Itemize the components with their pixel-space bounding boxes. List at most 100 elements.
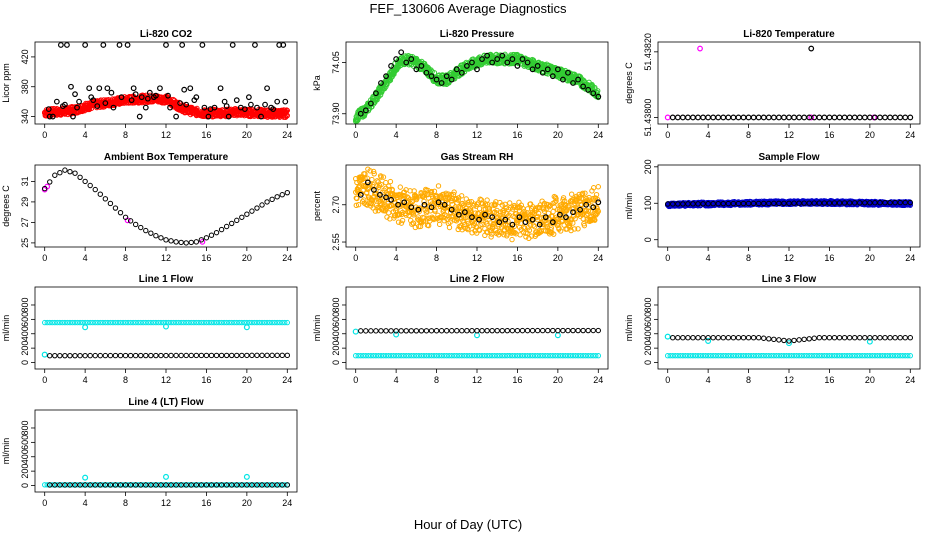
data-point <box>82 324 89 331</box>
data-point <box>725 335 732 341</box>
data-point <box>158 482 164 488</box>
data-point <box>786 114 792 121</box>
data-point <box>526 227 533 234</box>
data-point <box>766 200 772 207</box>
data-point <box>516 214 523 221</box>
data-point <box>378 80 384 86</box>
data-point <box>413 352 420 359</box>
data-point <box>355 352 361 359</box>
data-point <box>892 335 898 341</box>
data-point <box>105 482 111 488</box>
data-point <box>471 352 478 359</box>
series-0 <box>353 51 601 124</box>
y-tick-label: 600 <box>20 312 30 327</box>
panel-title: Line 4 (LT) Flow <box>128 397 204 408</box>
data-point <box>130 482 136 488</box>
data-point <box>771 352 777 359</box>
data-point <box>595 208 601 215</box>
data-point <box>549 219 556 226</box>
data-point <box>279 319 285 326</box>
data-point <box>168 319 174 326</box>
data-point <box>582 190 588 196</box>
data-point <box>167 104 173 111</box>
data-point <box>454 328 460 334</box>
data-point <box>251 482 258 488</box>
data-point <box>517 232 523 238</box>
data-point <box>45 106 52 112</box>
data-point <box>403 352 409 359</box>
data-point <box>755 200 762 207</box>
x-tick-label: 16 <box>824 130 834 140</box>
x-tick-label: 8 <box>746 375 751 385</box>
data-point <box>560 327 566 334</box>
data-point <box>258 113 264 120</box>
data-point <box>82 482 88 488</box>
data-point <box>725 352 732 359</box>
data-point <box>462 225 468 231</box>
data-point <box>852 200 858 206</box>
x-tick-label: 16 <box>512 375 522 385</box>
data-point <box>781 200 787 206</box>
data-point <box>811 335 817 341</box>
data-point <box>816 200 823 206</box>
data-point <box>484 221 490 227</box>
data-point <box>857 200 863 206</box>
data-point <box>95 482 101 488</box>
data-point <box>685 201 691 207</box>
data-point <box>277 319 283 326</box>
y-tick-label: 600 <box>643 312 653 327</box>
data-point <box>867 352 873 359</box>
x-tick-label: 4 <box>394 130 399 140</box>
data-point <box>380 352 387 359</box>
data-point <box>371 171 377 177</box>
data-point <box>112 352 119 359</box>
data-point <box>256 319 263 326</box>
y-tick-label: 27 <box>20 217 30 227</box>
data-point <box>116 42 123 48</box>
data-point <box>241 482 248 488</box>
data-point <box>388 352 394 359</box>
data-point <box>130 85 137 92</box>
data-point <box>798 352 805 359</box>
data-point <box>438 352 445 359</box>
data-point <box>431 352 437 359</box>
data-point <box>57 482 63 488</box>
x-tick-label: 12 <box>784 253 794 263</box>
plot-area <box>353 49 602 124</box>
data-point <box>778 352 785 359</box>
data-point <box>153 352 159 359</box>
data-point <box>122 482 129 488</box>
data-point <box>504 352 511 359</box>
data-point <box>514 63 521 69</box>
data-point <box>245 94 252 101</box>
data-point <box>383 352 389 359</box>
data-point <box>183 482 189 488</box>
y-tick-label: 29 <box>20 197 30 207</box>
x-tick-label: 8 <box>123 498 128 508</box>
data-point <box>107 200 114 207</box>
data-point <box>47 319 53 326</box>
data-point <box>550 352 556 359</box>
data-point <box>186 482 192 488</box>
data-point <box>496 219 503 226</box>
data-point <box>72 482 78 488</box>
data-point <box>854 352 860 359</box>
data-point <box>375 207 381 214</box>
data-point <box>74 319 81 326</box>
data-point <box>519 327 526 334</box>
data-point <box>52 482 58 488</box>
data-point <box>534 327 541 334</box>
data-point <box>595 352 601 359</box>
data-point <box>355 202 362 208</box>
data-point <box>595 199 602 206</box>
data-point <box>361 197 367 203</box>
data-point <box>723 352 729 359</box>
data-point <box>867 335 873 341</box>
data-point <box>82 42 89 48</box>
panel-rh: Gas Stream RH percent 0 4 8 12 16 20 24 2.55 2.70 <box>312 152 609 263</box>
data-point <box>127 482 134 488</box>
data-point <box>816 335 823 341</box>
data-point <box>469 214 475 221</box>
data-point <box>64 319 71 326</box>
data-point <box>96 85 103 92</box>
